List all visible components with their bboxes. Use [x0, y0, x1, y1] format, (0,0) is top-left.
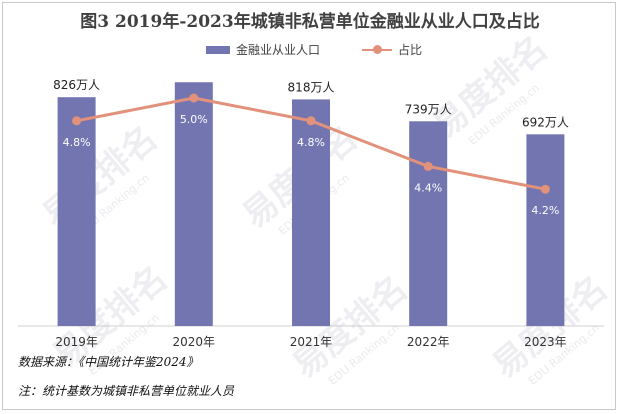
- share-point: [423, 161, 433, 171]
- share-value-label: 4.8%: [63, 136, 91, 149]
- bar: [174, 82, 213, 327]
- bar-value-label: 826万人: [53, 78, 100, 92]
- x-tick-label: 2021年: [290, 335, 333, 349]
- chart-title: 图3 2019年-2023年城镇非私营单位金融业从业人口及占比: [80, 12, 540, 32]
- legend-line-marker: [373, 45, 382, 54]
- bar: [526, 134, 565, 326]
- legend-bar-swatch: [206, 46, 230, 54]
- chart-frame: [2, 2, 616, 410]
- remark-note: 注：统计基数为城镇非私营单位就业人员: [18, 384, 235, 398]
- share-point: [72, 116, 82, 126]
- share-point: [306, 116, 316, 126]
- share-value-label: 5.0%: [180, 113, 208, 126]
- x-tick-label: 2019年: [55, 335, 98, 349]
- legend-bar-label: 金融业从业人口: [236, 43, 321, 57]
- x-tick-label: 2022年: [407, 335, 450, 349]
- share-point: [189, 93, 199, 103]
- x-tick-label: 2020年: [173, 335, 216, 349]
- bar-value-label: 739万人: [405, 102, 452, 116]
- x-tick-label: 2023年: [524, 335, 567, 349]
- bar: [292, 99, 330, 326]
- source-note: 数据来源：《中国统计年鉴2024》: [18, 355, 199, 369]
- bar-value-label: 692万人: [522, 115, 569, 129]
- share-value-label: 4.2%: [531, 204, 559, 217]
- legend: 金融业从业人口 占比: [0, 40, 620, 60]
- bar: [409, 121, 448, 326]
- share-value-label: 4.8%: [297, 136, 325, 149]
- bar: [57, 97, 96, 326]
- legend-line-label: 占比: [398, 43, 423, 57]
- share-value-label: 4.4%: [414, 181, 442, 194]
- share-point: [540, 184, 550, 194]
- bar-value-label: 818万人: [288, 80, 335, 94]
